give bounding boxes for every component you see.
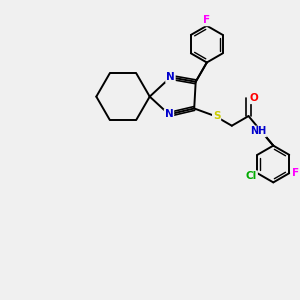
Text: S: S [213, 111, 220, 121]
Text: Cl: Cl [246, 171, 257, 181]
Text: F: F [292, 168, 299, 178]
Text: O: O [250, 93, 258, 103]
Text: NH: NH [250, 126, 266, 136]
Text: F: F [203, 15, 210, 26]
Text: N: N [166, 72, 175, 82]
Text: N: N [165, 110, 173, 119]
